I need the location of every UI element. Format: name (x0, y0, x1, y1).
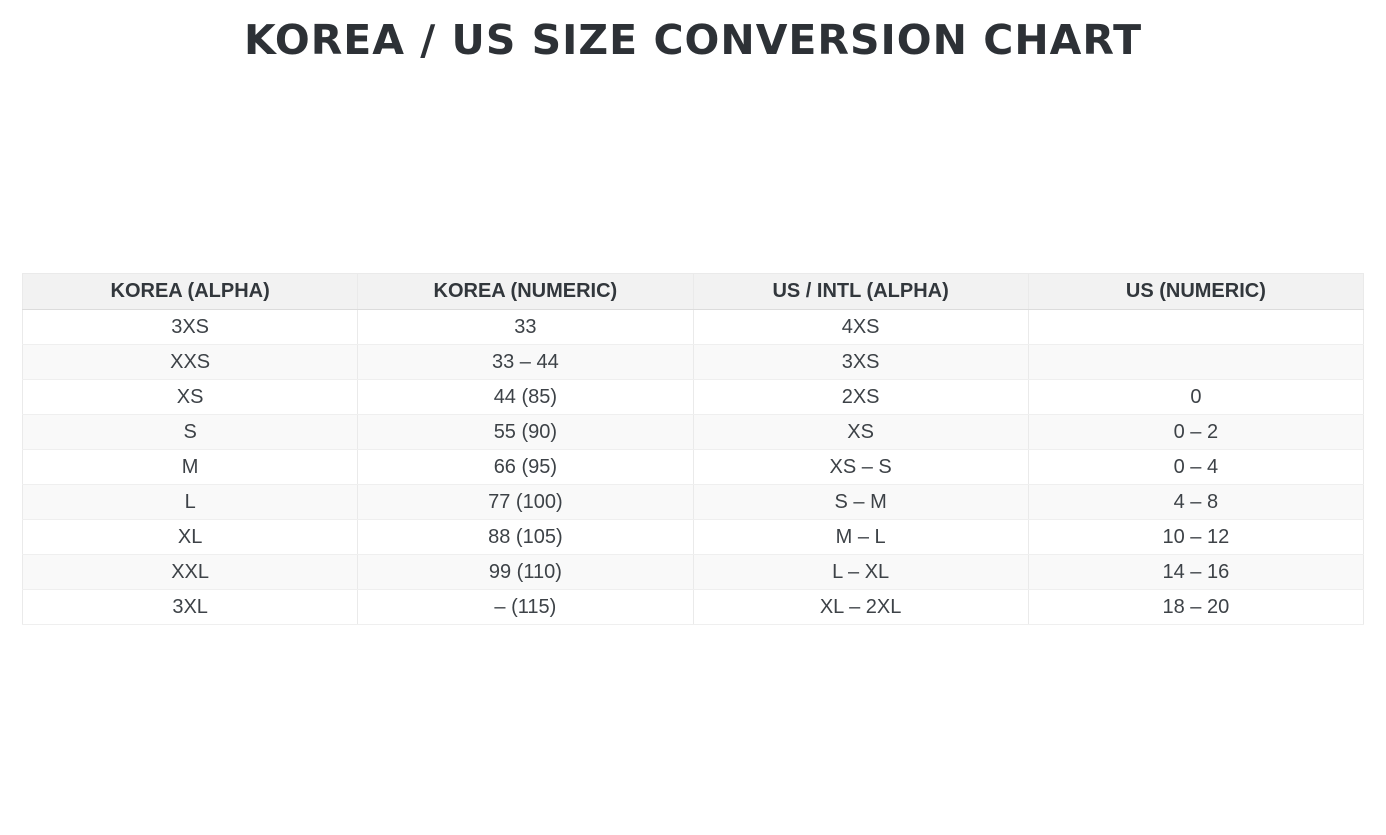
conversion-table-body: 3XS 33 4XS XXS 33 – 44 3XS XS 44 (85) 2XS 0 S 55 (9… (21, 309, 1365, 625)
conversion-table-header: KOREA (ALPHA) KOREA (NUMERIC) US / INTL (A… (21, 273, 1365, 310)
table-cell-r1-c1: 33 – 44 (357, 344, 694, 380)
table-cell-r0-c1: 33 (357, 309, 694, 345)
table-cell-r2-c2: 2XS (692, 379, 1029, 415)
table-row: XXL 99 (110) L – XL 14 – 16 (21, 554, 1365, 590)
table-cell-r8-c0: 3XL (21, 589, 359, 625)
table-cell-r7-c0: XXL (21, 554, 359, 590)
table-row: 3XS 33 4XS (21, 309, 1365, 345)
table-cell-r7-c1: 99 (110) (357, 554, 694, 590)
table-row: 3XL – (115) XL – 2XL 18 – 20 (21, 589, 1365, 625)
table-cell-r2-c0: XS (21, 379, 359, 415)
table-cell-r4-c2: XS – S (692, 449, 1029, 485)
column-header-3: US (NUMERIC) (1027, 273, 1365, 310)
table-cell-r6-c0: XL (21, 519, 359, 555)
conversion-table: KOREA (ALPHA) KOREA (NUMERIC) US / INTL (A… (21, 273, 1365, 625)
table-cell-r2-c1: 44 (85) (357, 379, 694, 415)
column-header-1: KOREA (NUMERIC) (357, 273, 694, 310)
table-cell-r5-c1: 77 (100) (357, 484, 694, 520)
table-cell-r1-c0: XXS (21, 344, 359, 380)
header-row: KOREA (ALPHA) KOREA (NUMERIC) US / INTL (A… (21, 273, 1365, 310)
table-cell-r4-c1: 66 (95) (357, 449, 694, 485)
table-cell-r4-c3: 0 – 4 (1027, 449, 1365, 485)
table-row: XXS 33 – 44 3XS (21, 344, 1365, 380)
table-cell-r8-c3: 18 – 20 (1027, 589, 1365, 625)
table-cell-r5-c2: S – M (692, 484, 1029, 520)
table-row: S 55 (90) XS 0 – 2 (21, 414, 1365, 450)
table-cell-r7-c3: 14 – 16 (1027, 554, 1365, 590)
table-cell-r6-c1: 88 (105) (357, 519, 694, 555)
column-header-2: US / INTL (ALPHA) (692, 273, 1029, 310)
table-cell-r5-c0: L (21, 484, 359, 520)
table-cell-r0-c2: 4XS (692, 309, 1029, 345)
table-cell-r3-c3: 0 – 2 (1027, 414, 1365, 450)
table-cell-r6-c2: M – L (692, 519, 1029, 555)
page-title: KOREA / US SIZE CONVERSION CHART (243, 16, 1143, 64)
table-cell-r5-c3: 4 – 8 (1027, 484, 1365, 520)
table-cell-r7-c2: L – XL (692, 554, 1029, 590)
table-cell-r8-c2: XL – 2XL (692, 589, 1029, 625)
column-header-0: KOREA (ALPHA) (21, 273, 359, 310)
table-cell-r3-c0: S (21, 414, 359, 450)
table-cell-r2-c3: 0 (1027, 379, 1365, 415)
table-row: XL 88 (105) M – L 10 – 12 (21, 519, 1365, 555)
table-cell-r0-c3 (1027, 309, 1365, 345)
table-cell-r6-c3: 10 – 12 (1027, 519, 1365, 555)
table-cell-r4-c0: M (21, 449, 359, 485)
table-row: XS 44 (85) 2XS 0 (21, 379, 1365, 415)
table-cell-r3-c1: 55 (90) (357, 414, 694, 450)
table-cell-r1-c2: 3XS (692, 344, 1029, 380)
table-cell-r8-c1: – (115) (357, 589, 694, 625)
table-cell-r0-c0: 3XS (21, 309, 359, 345)
table-cell-r3-c2: XS (692, 414, 1029, 450)
table-cell-r1-c3 (1027, 344, 1365, 380)
